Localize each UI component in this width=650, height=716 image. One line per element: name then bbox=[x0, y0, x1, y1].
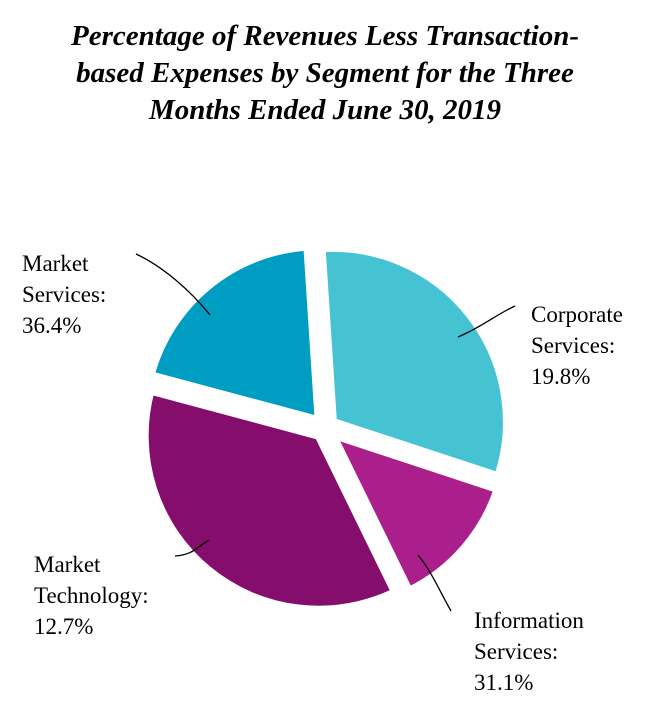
leader-line-market-technology bbox=[174, 539, 210, 557]
chart-title-line-2: based Expenses by Segment for the Three bbox=[76, 57, 574, 89]
leader-line-information-services bbox=[417, 554, 452, 612]
leader-line-corporate-services bbox=[457, 305, 516, 338]
pie-slice-market-technology bbox=[324, 427, 503, 597]
pie-slice-market-services bbox=[140, 385, 401, 614]
chart-title-line-3: Months Ended June 30, 2019 bbox=[148, 94, 502, 126]
data-label-market-technology: Market Technology: 12.7% bbox=[34, 552, 149, 639]
data-label-information-services: Information Services: 31.1% bbox=[474, 608, 584, 695]
chart-title: Percentage of Revenues Less Transaction-… bbox=[0, 18, 650, 129]
data-label-market-services: Market Services: 36.4% bbox=[22, 251, 106, 338]
chart-title-line-1: Percentage of Revenues Less Transaction- bbox=[71, 20, 579, 52]
leader-line-market-services bbox=[135, 253, 211, 316]
pie-slice-corporate-services bbox=[145, 242, 324, 426]
pie-slice-information-services bbox=[317, 243, 511, 482]
data-label-corporate-services: Corporate Services: 19.8% bbox=[531, 302, 623, 389]
